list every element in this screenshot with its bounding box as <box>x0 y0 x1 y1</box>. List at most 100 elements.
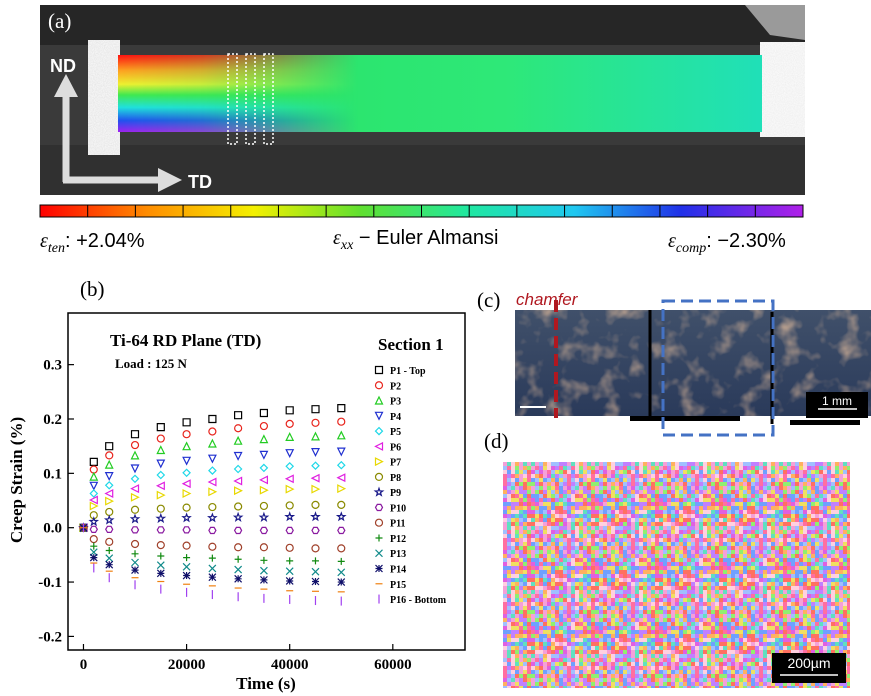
sections <box>227 53 274 145</box>
value-text: − Euler Almansi <box>353 227 498 249</box>
series <box>79 460 346 533</box>
symbol: ε <box>40 230 48 252</box>
point <box>89 457 98 466</box>
point <box>156 569 165 578</box>
point <box>311 405 320 414</box>
point <box>259 421 269 431</box>
y-tick-label: 0.2 <box>43 412 62 428</box>
legend-marker <box>374 457 384 467</box>
legend-label: P2 <box>390 381 401 392</box>
point <box>285 526 294 535</box>
point <box>337 568 346 577</box>
legend-marker <box>375 534 383 542</box>
point <box>234 565 243 574</box>
panel-label: (a) <box>48 9 71 33</box>
symbol: ε <box>333 227 341 249</box>
point <box>207 477 217 487</box>
x-tick-label: 20000 <box>168 657 206 673</box>
point <box>182 468 191 478</box>
point <box>234 555 242 563</box>
point <box>208 526 217 535</box>
x-tick-label: 40000 <box>271 657 309 673</box>
point <box>311 461 320 471</box>
point <box>155 481 165 491</box>
point <box>208 502 217 512</box>
point <box>259 526 269 535</box>
point <box>105 537 114 546</box>
point <box>233 464 243 474</box>
x-tick-label: 60000 <box>374 657 412 673</box>
point <box>129 513 141 524</box>
point <box>155 512 167 524</box>
y-tick-label: -0.2 <box>38 629 62 645</box>
point <box>105 560 114 569</box>
subscript: xx <box>340 238 354 253</box>
point <box>233 451 243 461</box>
point <box>336 430 346 440</box>
point <box>336 460 346 470</box>
legend-marker <box>374 395 384 405</box>
point <box>156 526 165 534</box>
point <box>89 481 99 491</box>
point <box>233 526 243 535</box>
x-axis-title: Time (s) <box>236 674 296 693</box>
point <box>181 479 191 489</box>
y-tick-label: -0.1 <box>38 575 62 591</box>
point <box>182 418 191 427</box>
td-label: TD <box>188 172 212 192</box>
ebsd-map <box>503 462 850 688</box>
colorbar-right: εcomp: −2.30% <box>668 230 786 256</box>
colorbar-separators <box>87 205 756 217</box>
point <box>337 544 346 553</box>
point <box>286 557 294 565</box>
chamfer-label: chamfer <box>516 290 579 309</box>
point <box>208 466 217 475</box>
point <box>259 543 269 552</box>
point <box>260 556 268 564</box>
point <box>156 423 165 432</box>
point <box>207 438 217 448</box>
point <box>130 464 140 474</box>
series <box>79 527 345 593</box>
point <box>104 489 114 498</box>
point <box>182 541 191 550</box>
scale-box <box>806 392 868 418</box>
point <box>90 542 98 550</box>
section-box <box>245 53 256 145</box>
scale-label: 1 mm <box>822 394 852 408</box>
point <box>182 526 191 534</box>
point <box>104 472 114 481</box>
point <box>285 461 295 471</box>
point <box>234 424 243 433</box>
point <box>207 454 217 464</box>
point <box>337 578 346 586</box>
legend-marker <box>374 381 384 390</box>
plot-frame <box>67 312 466 651</box>
legend-marker <box>373 486 385 497</box>
series <box>78 511 347 533</box>
series <box>79 430 346 532</box>
point <box>337 557 345 565</box>
point <box>259 408 268 418</box>
symbol: ε <box>668 230 676 252</box>
point <box>156 541 165 550</box>
colorbar-left: εten: +2.04% <box>40 230 145 256</box>
panel-d: (d) 200µm <box>484 429 850 688</box>
grip-left-speckle <box>88 40 120 155</box>
point <box>337 417 346 426</box>
td-head <box>158 168 182 192</box>
legend-label: P9 <box>390 488 401 499</box>
legend-label: P16 - Bottom <box>390 595 447 606</box>
point <box>311 500 320 509</box>
point <box>234 502 243 511</box>
point <box>88 495 98 505</box>
point <box>311 557 319 565</box>
legend-label: P4 <box>390 412 401 423</box>
point <box>259 434 269 444</box>
point <box>208 564 217 573</box>
point <box>157 552 165 560</box>
point <box>285 501 294 510</box>
strain-gradient <box>118 55 358 132</box>
legend-label: P12 <box>390 534 406 545</box>
point <box>259 566 268 575</box>
